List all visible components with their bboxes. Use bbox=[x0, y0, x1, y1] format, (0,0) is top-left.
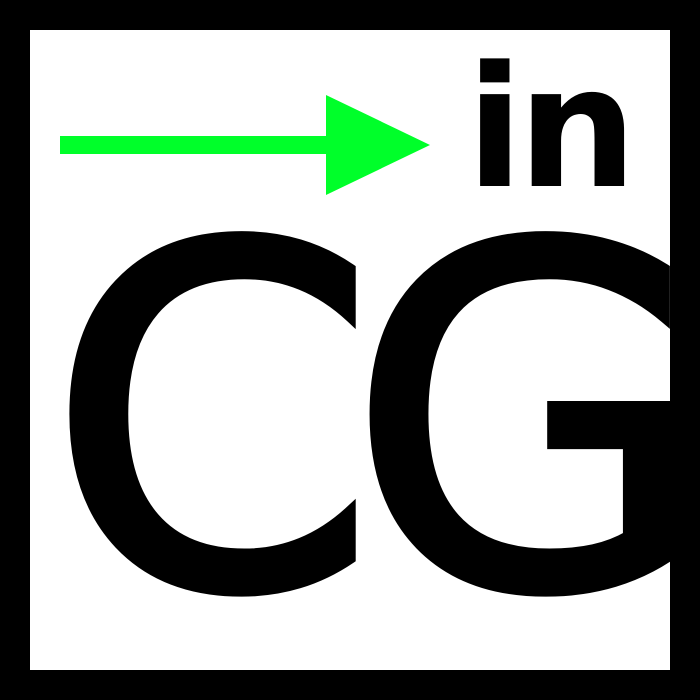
arrow-shaft bbox=[60, 136, 330, 154]
logo-word-cg: CG bbox=[43, 149, 670, 670]
logo-word-in: in bbox=[466, 30, 637, 226]
right-arrow-icon bbox=[60, 95, 430, 195]
arrow-head bbox=[326, 95, 430, 195]
logo-canvas: in CG bbox=[30, 30, 670, 670]
